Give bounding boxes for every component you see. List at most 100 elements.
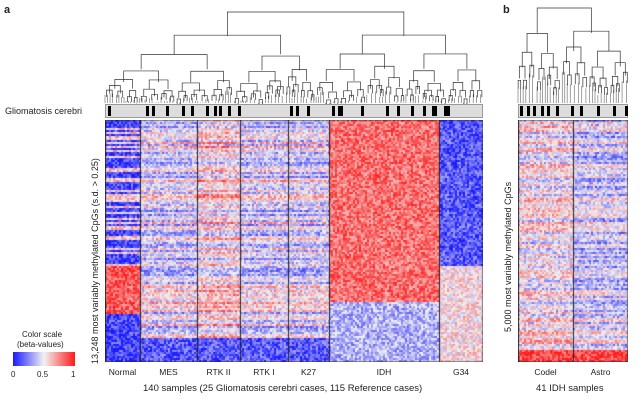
x-axis-label-b: 41 IDH samples [536, 383, 604, 394]
gliomatosis-marker [182, 106, 185, 116]
dendrogram-branch [604, 87, 609, 95]
group-label: RTK I [253, 367, 275, 377]
dendrogram-branch [394, 95, 399, 102]
track-label: Gliomatosis cerebri [5, 106, 83, 116]
gliomatosis-marker [411, 106, 414, 116]
gliomatosis-marker [444, 106, 447, 116]
gliomatosis-marker [432, 106, 435, 116]
dendrogram-branch [395, 88, 403, 96]
gliomatosis-marker [547, 106, 550, 116]
gliomatosis-marker [228, 106, 231, 116]
dendrogram-branch [181, 82, 200, 92]
gliomatosis-marker [386, 106, 389, 116]
panel-a-label: a [4, 4, 11, 16]
dendrogram-branch [457, 69, 477, 82]
dendrogram-branch [523, 79, 527, 90]
gliomatosis-marker [206, 106, 209, 116]
gliomatosis-marker [533, 106, 536, 116]
dendrogram-branch [612, 76, 619, 87]
gliomatosis-marker [146, 106, 149, 116]
gliomatosis-marker [214, 106, 217, 116]
gliomatosis-marker [434, 106, 437, 116]
gliomatosis-marker [166, 106, 169, 116]
track-bar [105, 104, 483, 118]
dendrogram-branch [128, 90, 137, 98]
dendrogram-branch [240, 83, 258, 92]
gliomatosis-marker [397, 106, 400, 116]
gliomatosis-marker [238, 106, 241, 116]
dendrogram-branch [599, 77, 607, 88]
dendrogram-branch [469, 90, 475, 98]
gliomatosis-marker [580, 106, 583, 116]
gliomatosis-marker [332, 106, 335, 116]
color-scale-tick-1: 1 [71, 370, 76, 379]
dendrogram-branch [567, 74, 572, 86]
dendrogram-branch [258, 99, 263, 104]
dendrogram-branch [134, 97, 138, 103]
dendrogram-branch [413, 70, 435, 82]
dendrogram-branch [261, 55, 300, 71]
y-axis-label-b: 5,000 most variably methylated CpGs [503, 181, 513, 332]
color-scale-title: Color scale [22, 330, 63, 339]
dendrogram-branch [427, 82, 441, 92]
group-label: G34 [452, 367, 470, 377]
dendrogram-branch [173, 34, 282, 55]
dendrogram-branch [386, 86, 392, 95]
dendrogram-branch [140, 54, 208, 70]
dendrogram-branch [582, 77, 588, 88]
group-label: IDH [376, 367, 392, 377]
color-scale-tick-05: 0.5 [37, 370, 49, 379]
group-label: Normal [108, 367, 137, 377]
dendrogram-branch [140, 95, 147, 102]
dendrogram-branch [307, 90, 314, 98]
color-scale-bar [13, 352, 75, 366]
dendrogram-branch [388, 77, 400, 88]
gliomatosis-marker [520, 106, 523, 116]
dendrogram-branch [126, 96, 132, 102]
gliomatosis-marker [219, 106, 222, 116]
dendrogram-branch [477, 90, 483, 98]
dendrogram-branch [234, 97, 239, 104]
dendrogram-branch [328, 91, 337, 99]
panel-b-label: b [503, 4, 510, 16]
dendrogram-branch [325, 69, 355, 81]
color-scale-subtitle: (beta-values) [17, 340, 64, 349]
dendrogram-branch [400, 95, 405, 102]
group-label: MES [159, 367, 178, 377]
gliomatosis-marker [571, 106, 574, 116]
dendrogram-branch [190, 70, 224, 83]
dendrogram-branch [361, 96, 366, 103]
gliomatosis-marker [361, 106, 364, 116]
gliomatosis-marker [556, 106, 559, 116]
dendrogram-branch [301, 90, 305, 98]
gliomatosis-marker [625, 106, 628, 116]
dendrogram-branch [343, 90, 352, 98]
gliomatosis-marker [290, 106, 293, 116]
gliomatosis-marker [527, 106, 530, 116]
dendrogram-branch [463, 98, 468, 104]
gliomatosis-marker [541, 106, 544, 116]
gliomatosis-marker [340, 106, 343, 116]
dendrogram-branch [369, 79, 380, 89]
dendrogram-branch [291, 69, 307, 81]
dendrogram-branch [471, 80, 481, 90]
dendrogram-branch [178, 90, 186, 98]
dendrogram-branch [526, 33, 548, 53]
dendrogram-branch [537, 81, 541, 91]
dendrogram-branch [248, 71, 276, 83]
dendrogram-branch [519, 65, 526, 79]
dendrogram-branch [591, 66, 604, 79]
dendrogram-branch [361, 34, 446, 55]
heatmap-b [518, 120, 628, 362]
dendrogram-branch [302, 81, 311, 91]
gliomatosis-marker [423, 106, 426, 116]
gliomatosis-marker [447, 106, 450, 116]
dendrogram-branch [123, 70, 159, 82]
heatmap-a [105, 120, 483, 362]
dendrogram-branch [286, 86, 291, 95]
dendrogram-branch [536, 7, 592, 33]
group-label: K27 [300, 367, 317, 377]
dendrogram-branch [573, 30, 610, 51]
gliomatosis-marker [338, 106, 341, 116]
